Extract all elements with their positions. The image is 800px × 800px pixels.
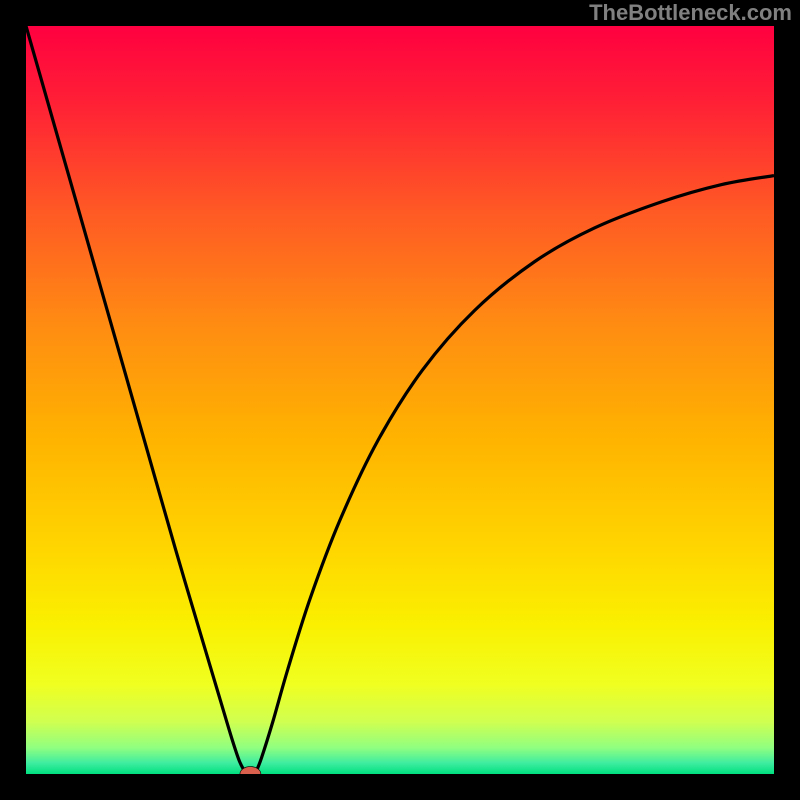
chart-container: TheBottleneck.com — [0, 0, 800, 800]
curve-right-branch — [256, 176, 774, 771]
plot-area — [26, 26, 774, 774]
curve-left-branch — [26, 26, 244, 771]
watermark-text: TheBottleneck.com — [589, 0, 792, 26]
curve-layer — [26, 26, 774, 774]
